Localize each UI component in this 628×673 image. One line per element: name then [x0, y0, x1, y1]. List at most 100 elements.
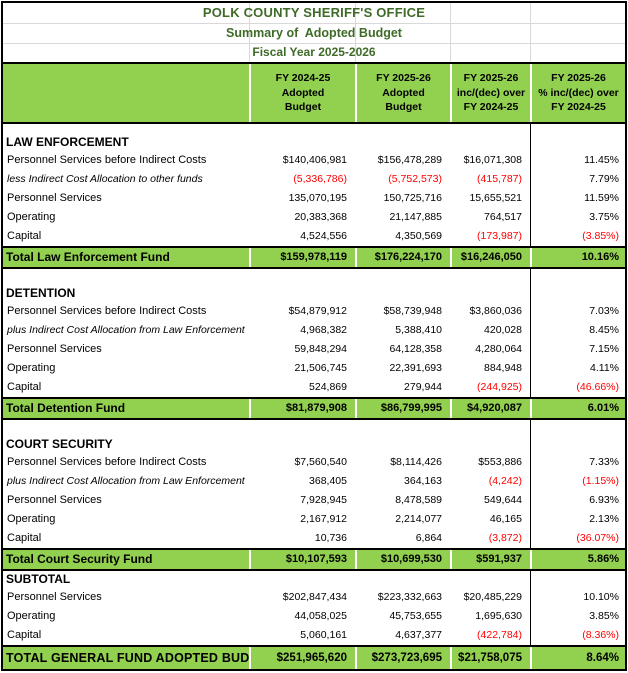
gap-value-cell — [530, 124, 625, 134]
grand-total-row: TOTAL GENERAL FUND ADOPTED BUDGET $251,96… — [3, 645, 625, 669]
value-cell: (244,925) — [477, 381, 522, 393]
row-label: Personnel Services — [7, 591, 102, 603]
header-line: FY 2025-26 — [376, 72, 431, 84]
value-cell: (3,872) — [488, 532, 522, 544]
value-cell: 4.11% — [530, 359, 625, 378]
section-heading: COURT SECURITY — [6, 437, 113, 451]
value-cell: (3.85%) — [530, 227, 625, 246]
gap-value-cell — [450, 124, 530, 134]
heading-spacer-cell — [530, 436, 625, 453]
budget-row: Personnel Services before Indirect Costs… — [3, 453, 625, 472]
total-value-cell: 10.16% — [530, 248, 625, 267]
value-cell: $8,114,426 — [390, 456, 442, 468]
header-line: FY 2025-26 — [551, 72, 606, 84]
total-value-cell: $10,699,530 — [355, 550, 450, 569]
total-label: TOTAL GENERAL FUND ADOPTED BUDGET — [6, 651, 249, 665]
budget-row: Personnel Services 59,848,294 64,128,358 4,… — [3, 340, 625, 359]
row-label: Capital — [7, 230, 42, 242]
value-cell: 368,405 — [309, 475, 347, 487]
row-label: Personnel Services before Indirect Costs — [7, 305, 207, 317]
gap-value-cell — [355, 124, 450, 134]
section-gap-row — [3, 420, 625, 436]
total-value-cell: $176,224,170 — [355, 248, 450, 267]
row-label: Operating — [7, 211, 56, 223]
budget-row: Operating 44,058,025 45,753,655 1,695,630 3.… — [3, 607, 625, 626]
value-cell: 45,753,655 — [389, 610, 442, 622]
budget-row: Capital 524,869 279,944 (244,925) (46.66%) — [3, 378, 625, 397]
heading-spacer-cell — [450, 571, 530, 588]
total-label: Total Law Enforcement Fund — [6, 250, 170, 264]
value-cell: 11.45% — [530, 151, 625, 170]
total-value-cell: $10,107,593 — [249, 550, 355, 569]
header-line: % inc/(dec) over — [538, 86, 619, 99]
value-cell: 10,736 — [314, 532, 347, 544]
budget-row: Personnel Services before Indirect Costs… — [3, 302, 625, 321]
value-cell: 3.85% — [530, 607, 625, 626]
row-label: Operating — [7, 513, 56, 525]
value-cell: (5,752,573) — [388, 173, 442, 185]
section-heading-row: LAW ENFORCEMENT — [3, 134, 625, 151]
total-label: Total Court Security Fund — [6, 552, 153, 566]
budget-row: Capital 10,736 6,864 (3,872) (36.07%) — [3, 529, 625, 548]
value-cell: 1,695,630 — [475, 610, 522, 622]
column-header-row: FY 2024-25 Adopted Budget FY 2025-26 Ado… — [3, 62, 625, 124]
total-value-cell: 6.01% — [530, 399, 625, 418]
value-cell: $20,485,229 — [463, 591, 522, 603]
gridline-vertical — [249, 3, 250, 62]
value-cell: 2,167,912 — [300, 513, 347, 525]
budget-row: Personnel Services before Indirect Costs… — [3, 151, 625, 170]
section-total-row: Total Court Security Fund $10,107,593 $10,… — [3, 548, 625, 571]
gap-label-cell — [3, 124, 249, 134]
value-cell: (46.66%) — [530, 378, 625, 397]
budget-row: Personnel Services $202,847,434 $223,332,6… — [3, 588, 625, 607]
value-cell: 44,058,025 — [294, 610, 347, 622]
value-cell: 4,524,556 — [300, 230, 347, 242]
value-cell: 21,506,745 — [294, 362, 347, 374]
heading-spacer-cell — [450, 285, 530, 302]
total-value-cell: $81,879,908 — [249, 399, 355, 418]
heading-spacer-cell — [450, 134, 530, 151]
budget-row: Operating 20,383,368 21,147,885 764,517 3.75… — [3, 208, 625, 227]
value-cell: 11.59% — [530, 189, 625, 208]
heading-spacer-cell — [249, 571, 355, 588]
heading-spacer-cell — [355, 436, 450, 453]
value-cell: 15,655,521 — [469, 192, 522, 204]
gap-value-cell — [530, 269, 625, 285]
gap-value-cell — [450, 420, 530, 436]
gap-value-cell — [530, 420, 625, 436]
header-line: Adopted — [281, 86, 325, 99]
value-cell: 4,637,377 — [395, 629, 442, 641]
value-cell: $140,406,981 — [282, 154, 347, 166]
row-label: less Indirect Cost Allocation to other f… — [7, 173, 203, 185]
total-label: Total Detention Fund — [6, 401, 126, 415]
value-cell: 7.15% — [530, 340, 625, 359]
heading-spacer-cell — [249, 436, 355, 453]
value-cell: 884,948 — [484, 362, 522, 374]
heading-spacer-cell — [530, 571, 625, 588]
total-value-cell: $86,799,995 — [355, 399, 450, 418]
value-cell: $202,847,434 — [282, 591, 347, 603]
section-gap-row — [3, 269, 625, 285]
title-block: POLK COUNTY SHERIFF'S OFFICE Summary of … — [3, 3, 625, 62]
value-cell: $223,332,663 — [377, 591, 442, 603]
value-cell: 5,388,410 — [395, 324, 442, 336]
gap-label-cell — [3, 420, 249, 436]
value-cell: 4,350,569 — [395, 230, 442, 242]
section-heading-row: COURT SECURITY — [3, 436, 625, 453]
row-label: Personnel Services — [7, 192, 102, 204]
section-heading: DETENTION — [6, 286, 76, 300]
section-gap-row — [3, 124, 625, 134]
total-value-cell: $4,920,087 — [450, 399, 530, 418]
heading-spacer-cell — [249, 134, 355, 151]
gap-value-cell — [355, 269, 450, 285]
column-header-blank — [3, 64, 249, 122]
report-title: POLK COUNTY SHERIFF'S OFFICE — [3, 3, 625, 24]
gridline-vertical — [450, 3, 451, 62]
header-line: inc/(dec) over — [456, 86, 526, 99]
header-line: Budget — [284, 101, 322, 113]
value-cell: $3,860,036 — [469, 305, 522, 317]
value-cell: 22,391,693 — [389, 362, 442, 374]
budget-row: Capital 4,524,556 4,350,569 (173,987) (3.85%… — [3, 227, 625, 246]
value-cell: 20,383,368 — [294, 211, 347, 223]
value-cell: (1.15%) — [530, 472, 625, 491]
